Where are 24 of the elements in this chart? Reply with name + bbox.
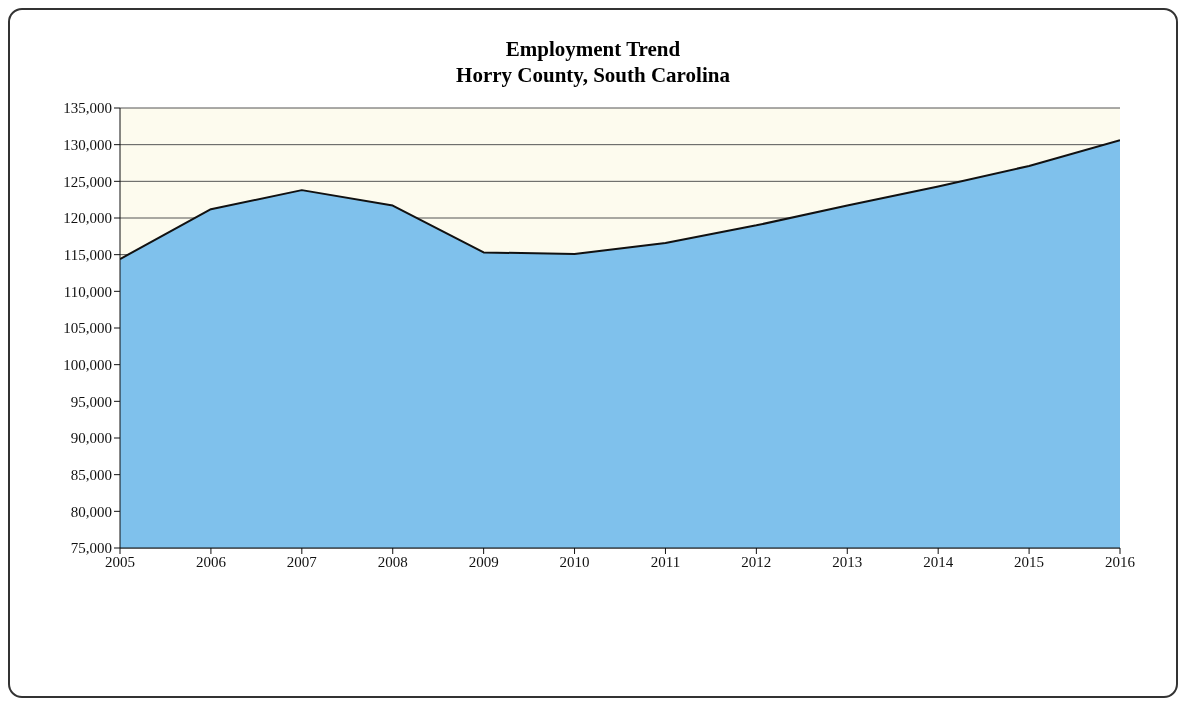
y-tick-label: 110,000 bbox=[63, 283, 112, 300]
y-tick-label: 85,000 bbox=[70, 466, 112, 483]
y-tick-label: 95,000 bbox=[70, 393, 112, 410]
x-tick-label: 2007 bbox=[286, 553, 318, 570]
y-tick-label: 120,000 bbox=[63, 210, 112, 227]
y-tick-label: 130,000 bbox=[63, 136, 112, 153]
x-tick-label: 2008 bbox=[377, 553, 408, 570]
y-tick-label: 90,000 bbox=[70, 430, 112, 447]
x-tick-label: 2014 bbox=[923, 553, 954, 570]
y-tick-label: 80,000 bbox=[70, 503, 112, 520]
x-tick-label: 2015 bbox=[1014, 553, 1045, 570]
y-tick-label: 115,000 bbox=[63, 246, 112, 263]
y-tick-label: 125,000 bbox=[63, 173, 112, 190]
x-tick-label: 2012 bbox=[741, 553, 772, 570]
y-tick-label: 100,000 bbox=[63, 356, 112, 373]
x-tick-label: 2010 bbox=[559, 553, 590, 570]
y-tick-label: 135,000 bbox=[63, 100, 112, 117]
x-tick-label: 2009 bbox=[468, 553, 499, 570]
chart-title: Employment Trend Horry County, South Carolina bbox=[455, 36, 731, 88]
y-tick-label: 105,000 bbox=[63, 320, 112, 337]
x-tick-label: 2016 bbox=[1105, 553, 1136, 570]
x-tick-label: 2006 bbox=[195, 553, 227, 570]
x-tick-label: 2011 bbox=[650, 553, 681, 570]
x-tick-label: 2013 bbox=[832, 553, 863, 570]
